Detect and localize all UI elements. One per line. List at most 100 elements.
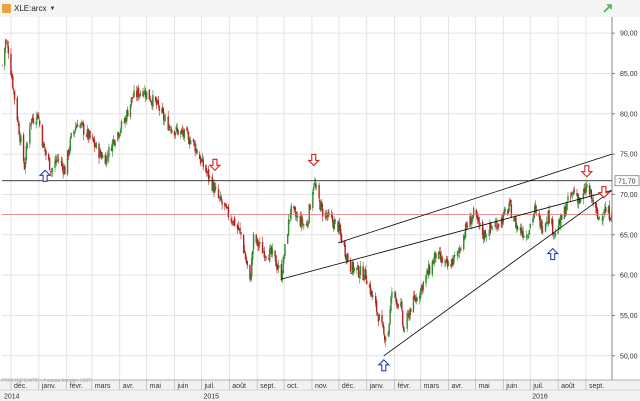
candle bbox=[378, 314, 381, 321]
candle bbox=[312, 191, 314, 209]
candle bbox=[249, 264, 251, 279]
candle bbox=[428, 265, 431, 274]
candle bbox=[161, 108, 163, 113]
candle bbox=[54, 161, 56, 169]
candle bbox=[217, 189, 220, 198]
candle bbox=[68, 149, 71, 155]
candle bbox=[326, 216, 328, 218]
candle bbox=[433, 257, 435, 265]
candle bbox=[535, 209, 538, 212]
candle bbox=[129, 104, 132, 118]
candle bbox=[547, 211, 549, 224]
candle bbox=[282, 257, 284, 274]
candle bbox=[170, 129, 172, 132]
x-axis-band bbox=[0, 380, 640, 401]
candle bbox=[515, 216, 517, 229]
candle bbox=[280, 264, 283, 281]
candle bbox=[548, 210, 550, 224]
candle bbox=[472, 215, 474, 220]
candle bbox=[560, 215, 563, 220]
candle bbox=[205, 165, 207, 173]
candle bbox=[540, 220, 542, 227]
candle bbox=[609, 218, 611, 221]
trend-arrow-icon[interactable] bbox=[603, 3, 613, 13]
candle bbox=[281, 273, 283, 281]
candle bbox=[490, 227, 493, 228]
candle bbox=[255, 235, 257, 243]
candle bbox=[92, 136, 94, 138]
candle bbox=[3, 47, 6, 66]
candle bbox=[136, 88, 139, 98]
candle bbox=[287, 219, 290, 236]
candle bbox=[242, 235, 245, 253]
ticker-selector[interactable]: XLE:arcx ▼ bbox=[2, 2, 55, 15]
candle bbox=[154, 96, 157, 102]
candle bbox=[322, 208, 324, 217]
candle bbox=[167, 116, 169, 131]
candle bbox=[213, 182, 215, 194]
candle bbox=[75, 125, 78, 129]
candle bbox=[80, 123, 82, 125]
candle bbox=[155, 100, 158, 105]
candle bbox=[196, 149, 198, 154]
candle bbox=[601, 218, 603, 220]
candle bbox=[584, 188, 586, 194]
candle bbox=[407, 312, 409, 314]
candle bbox=[169, 126, 171, 128]
candle bbox=[402, 326, 405, 331]
candle bbox=[244, 252, 247, 259]
candle bbox=[476, 213, 478, 220]
x-tick-label: févr. bbox=[398, 383, 411, 390]
price-label: 71,70 bbox=[618, 178, 636, 185]
candle bbox=[189, 140, 192, 145]
candle bbox=[44, 147, 46, 152]
candle bbox=[368, 285, 371, 287]
candle bbox=[450, 263, 452, 268]
candle bbox=[419, 296, 421, 299]
candle bbox=[243, 250, 246, 254]
candle bbox=[500, 217, 503, 228]
candle bbox=[569, 196, 572, 198]
candle bbox=[591, 197, 593, 200]
candle bbox=[29, 125, 31, 144]
candle bbox=[331, 214, 333, 218]
candle bbox=[12, 76, 14, 89]
candle bbox=[456, 251, 459, 256]
candle bbox=[483, 230, 486, 241]
candle bbox=[345, 255, 347, 260]
candle bbox=[143, 93, 145, 95]
candle bbox=[371, 291, 373, 297]
candle bbox=[12, 88, 15, 91]
candle bbox=[438, 251, 441, 253]
candle bbox=[439, 252, 442, 260]
candle bbox=[238, 228, 240, 230]
candle bbox=[132, 97, 134, 99]
candle bbox=[527, 235, 530, 238]
candle bbox=[25, 145, 27, 161]
candle bbox=[42, 142, 45, 148]
candle bbox=[36, 112, 38, 121]
candle bbox=[93, 140, 96, 147]
candle bbox=[516, 226, 518, 230]
candle bbox=[401, 301, 403, 310]
trendline bbox=[383, 190, 612, 357]
candle bbox=[149, 99, 151, 102]
candle bbox=[173, 130, 176, 136]
candle bbox=[43, 143, 45, 148]
candle bbox=[489, 223, 491, 235]
candle bbox=[604, 208, 606, 216]
candle bbox=[56, 157, 59, 159]
candle bbox=[484, 230, 487, 238]
candle bbox=[570, 192, 573, 196]
candle bbox=[352, 262, 354, 272]
candle bbox=[542, 231, 544, 233]
candle bbox=[127, 110, 129, 117]
x-tick-label: janv. bbox=[369, 383, 384, 390]
candle bbox=[497, 225, 499, 228]
candle bbox=[349, 259, 352, 272]
candle bbox=[7, 46, 9, 54]
candle bbox=[306, 224, 309, 227]
candle bbox=[565, 208, 567, 216]
candle bbox=[396, 302, 398, 305]
